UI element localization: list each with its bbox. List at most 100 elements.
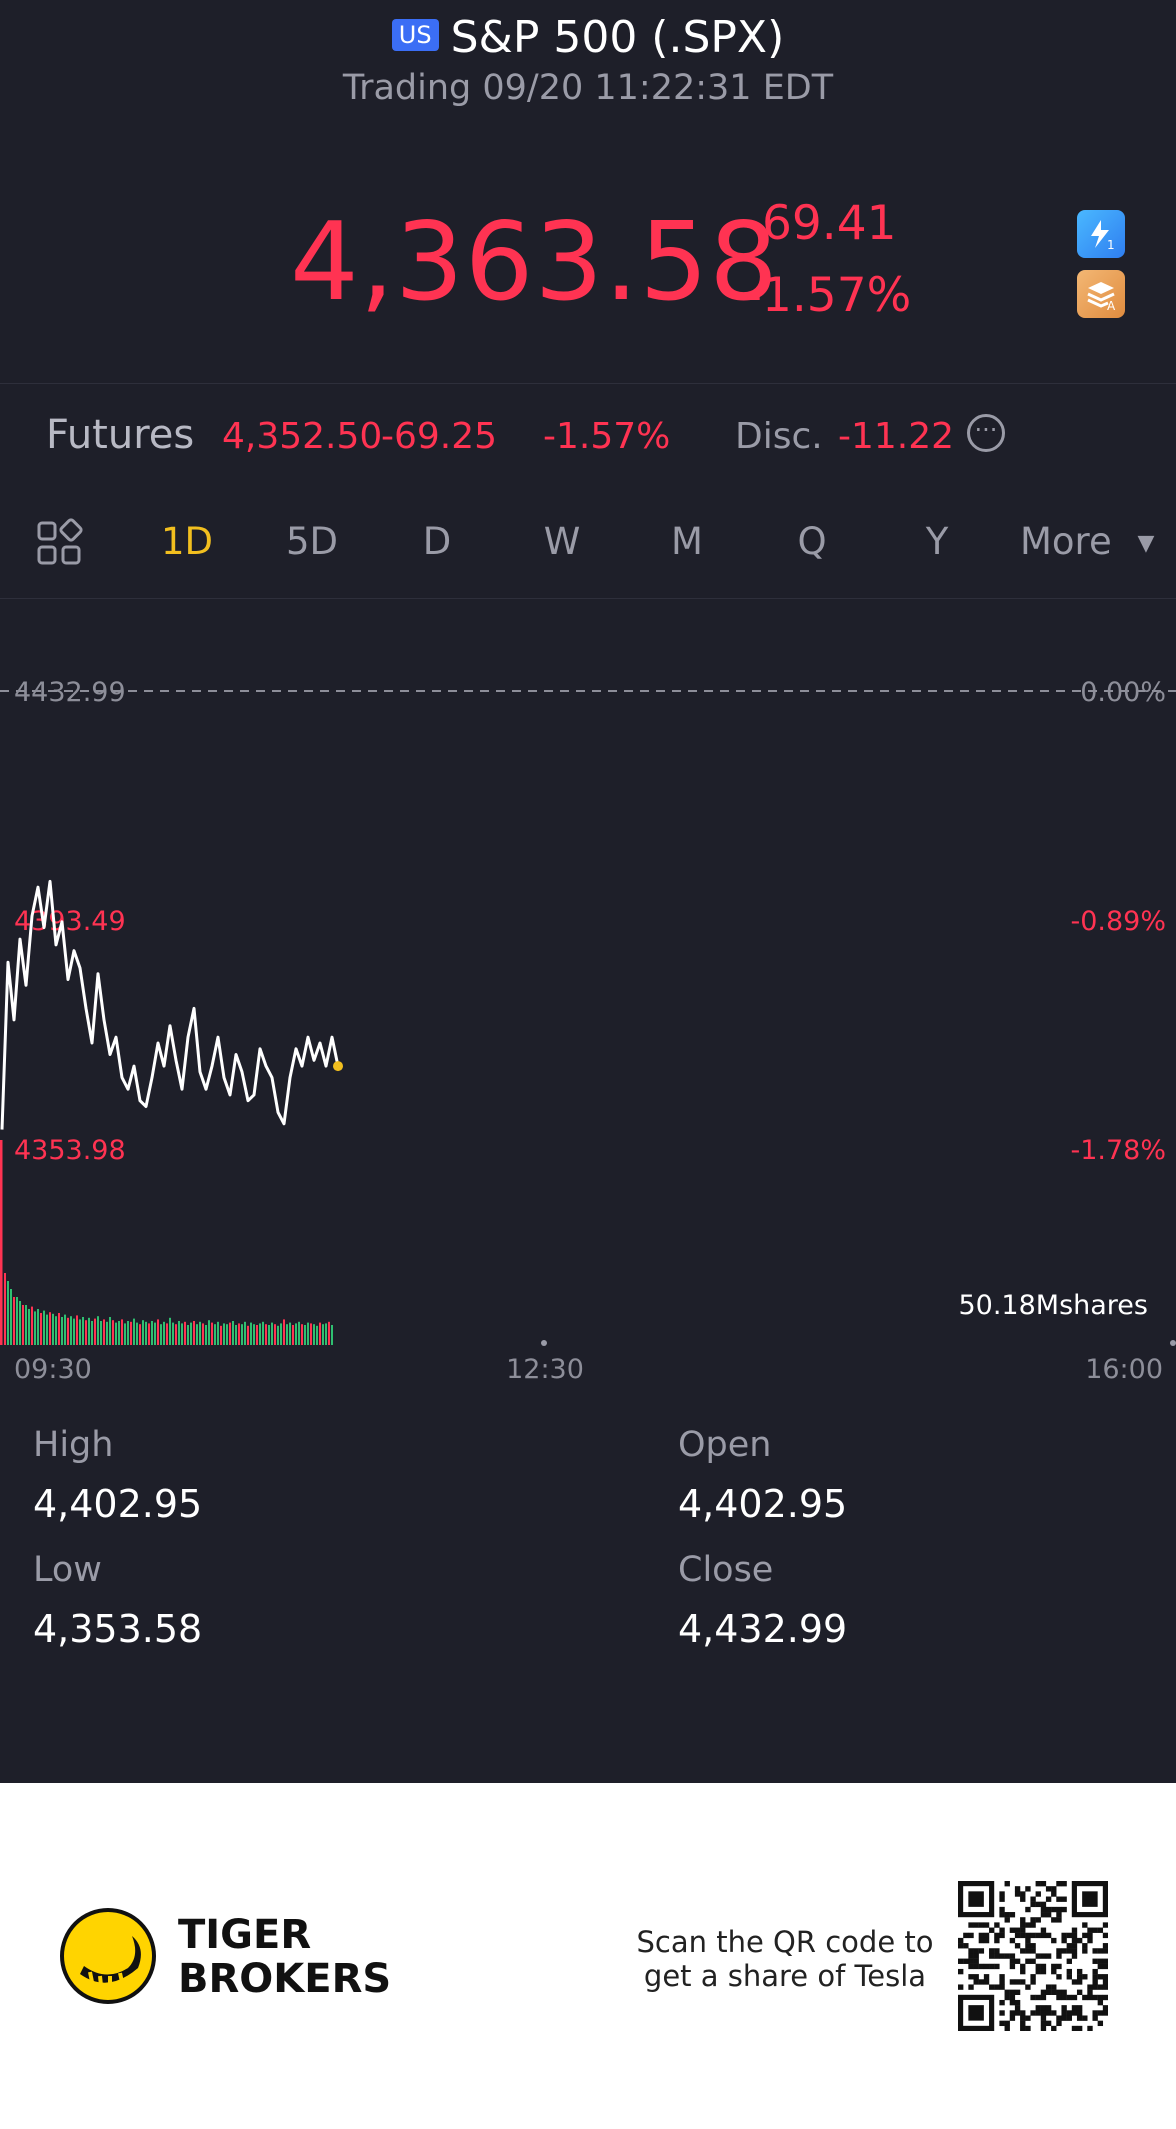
tab-m[interactable]: M (671, 520, 703, 563)
volume-bar (100, 1321, 102, 1345)
qr-module (973, 1948, 979, 1954)
tab-more[interactable]: More ▼ (1020, 520, 1154, 563)
qr-module (1102, 1948, 1108, 1954)
qr-module (1025, 1948, 1031, 1954)
qr-module (968, 1984, 974, 1990)
volume-bar (40, 1313, 42, 1345)
volume-bar (16, 1297, 18, 1345)
qr-module (1076, 1989, 1083, 1995)
volume-bar (310, 1323, 312, 1345)
qr-module (1009, 1979, 1016, 1985)
high-value: 4,402.95 (33, 1482, 203, 1526)
qr-module (1082, 2015, 1088, 2021)
qr-module (1004, 1989, 1010, 1995)
tab-q[interactable]: Q (797, 520, 827, 563)
qr-module (1097, 1994, 1104, 2001)
qr-module (994, 1948, 1000, 1954)
y-label-low: 4353.98 (14, 1135, 126, 1166)
volume-bar (184, 1321, 186, 1345)
qr-module (1051, 1886, 1057, 1892)
volume-bar (37, 1309, 39, 1345)
brand-name-line2: BROKERS (178, 1956, 392, 2002)
tab-w[interactable]: W (543, 520, 581, 563)
volume-bar (304, 1325, 306, 1345)
qr-module (1076, 1937, 1083, 1944)
qr-module (983, 1922, 990, 1928)
qr-module (1030, 1994, 1036, 2001)
qr-module (1030, 1901, 1036, 1908)
divider (0, 598, 1176, 599)
volume-bar (88, 1317, 90, 1345)
volume-bar (172, 1322, 174, 1345)
qr-module (958, 1958, 964, 1964)
qr-module (1035, 1968, 1041, 1975)
volume-bar (325, 1323, 327, 1345)
qr-module (1020, 1927, 1026, 1933)
qr-module (1071, 1953, 1078, 1959)
qr-module (1004, 1917, 1010, 1923)
qr-module (1071, 1932, 1078, 1939)
tab-d[interactable]: D (422, 520, 452, 563)
more-options-icon[interactable]: ··· (967, 414, 1005, 452)
qr-module (1020, 1917, 1026, 1923)
qr-module (1097, 1927, 1104, 1933)
volume-bar (241, 1324, 243, 1345)
tab-5d[interactable]: 5D (285, 520, 339, 563)
tab-1d[interactable]: 1D (160, 520, 214, 563)
qr-module (1097, 1958, 1104, 1964)
close-label: Close (678, 1550, 774, 1590)
volume-bar (280, 1323, 282, 1345)
intraday-chart[interactable]: 4432.99 4393.49 4353.98 0.00% -0.89% -1.… (0, 600, 1176, 1390)
qr-module (1045, 1912, 1052, 1918)
qr-module (1040, 1912, 1047, 1918)
qr-module (994, 1963, 1000, 1970)
qr-module (1087, 1937, 1093, 1944)
volume-bar (316, 1325, 318, 1345)
volume-bar (55, 1316, 57, 1345)
qr-module (1030, 1948, 1036, 1954)
qr-module (994, 1984, 1000, 1990)
qr-caption-line2: get a share of Tesla (643, 1959, 927, 1993)
qr-module (963, 1932, 969, 1939)
y-pct-label-top: 0.00% (1080, 677, 1166, 708)
qr-module (1009, 1963, 1016, 1970)
lightning-one-icon[interactable]: 1 (1077, 210, 1125, 258)
volume-bar (103, 1319, 105, 1345)
volume-bar (322, 1324, 324, 1345)
volume-bar (244, 1321, 246, 1345)
volume-bar (181, 1323, 183, 1345)
qr-module (1066, 1943, 1072, 1949)
volume-bar (331, 1325, 333, 1345)
qr-module (968, 1922, 974, 1928)
volume-bar (127, 1321, 129, 1345)
qr-module (983, 1963, 990, 1970)
qr-module (999, 1953, 1005, 1959)
volume-bar (121, 1319, 123, 1345)
volume-bar (70, 1316, 72, 1345)
volume-bar (238, 1323, 240, 1345)
tab-y[interactable]: Y (925, 520, 949, 563)
qr-module (1056, 1953, 1062, 1959)
qr-module (973, 1979, 979, 1985)
qr-module (1030, 1896, 1036, 1902)
last-price: 4,363.58 (290, 200, 779, 325)
qr-module (989, 1948, 995, 1954)
volume-bar (199, 1321, 201, 1345)
qr-module (1020, 1891, 1026, 1897)
tiger-brokers-logo (58, 1906, 158, 2006)
qr-module (968, 1932, 974, 1939)
qr-module (968, 1963, 974, 1970)
qr-module (973, 1974, 979, 1980)
volume-bar (130, 1321, 132, 1345)
volume-bar (256, 1325, 258, 1345)
qr-module (999, 1999, 1005, 2006)
qr-module (1061, 2015, 1067, 2021)
qr-module (1102, 1963, 1108, 1970)
volume-bar (7, 1281, 9, 1345)
grid-layout-icon[interactable] (36, 518, 86, 568)
qr-module (1097, 1963, 1104, 1970)
stack-a-icon[interactable]: A (1077, 270, 1125, 318)
volume-bar (307, 1322, 309, 1345)
volume-bar (109, 1317, 111, 1345)
qr-module (1076, 2010, 1083, 2016)
